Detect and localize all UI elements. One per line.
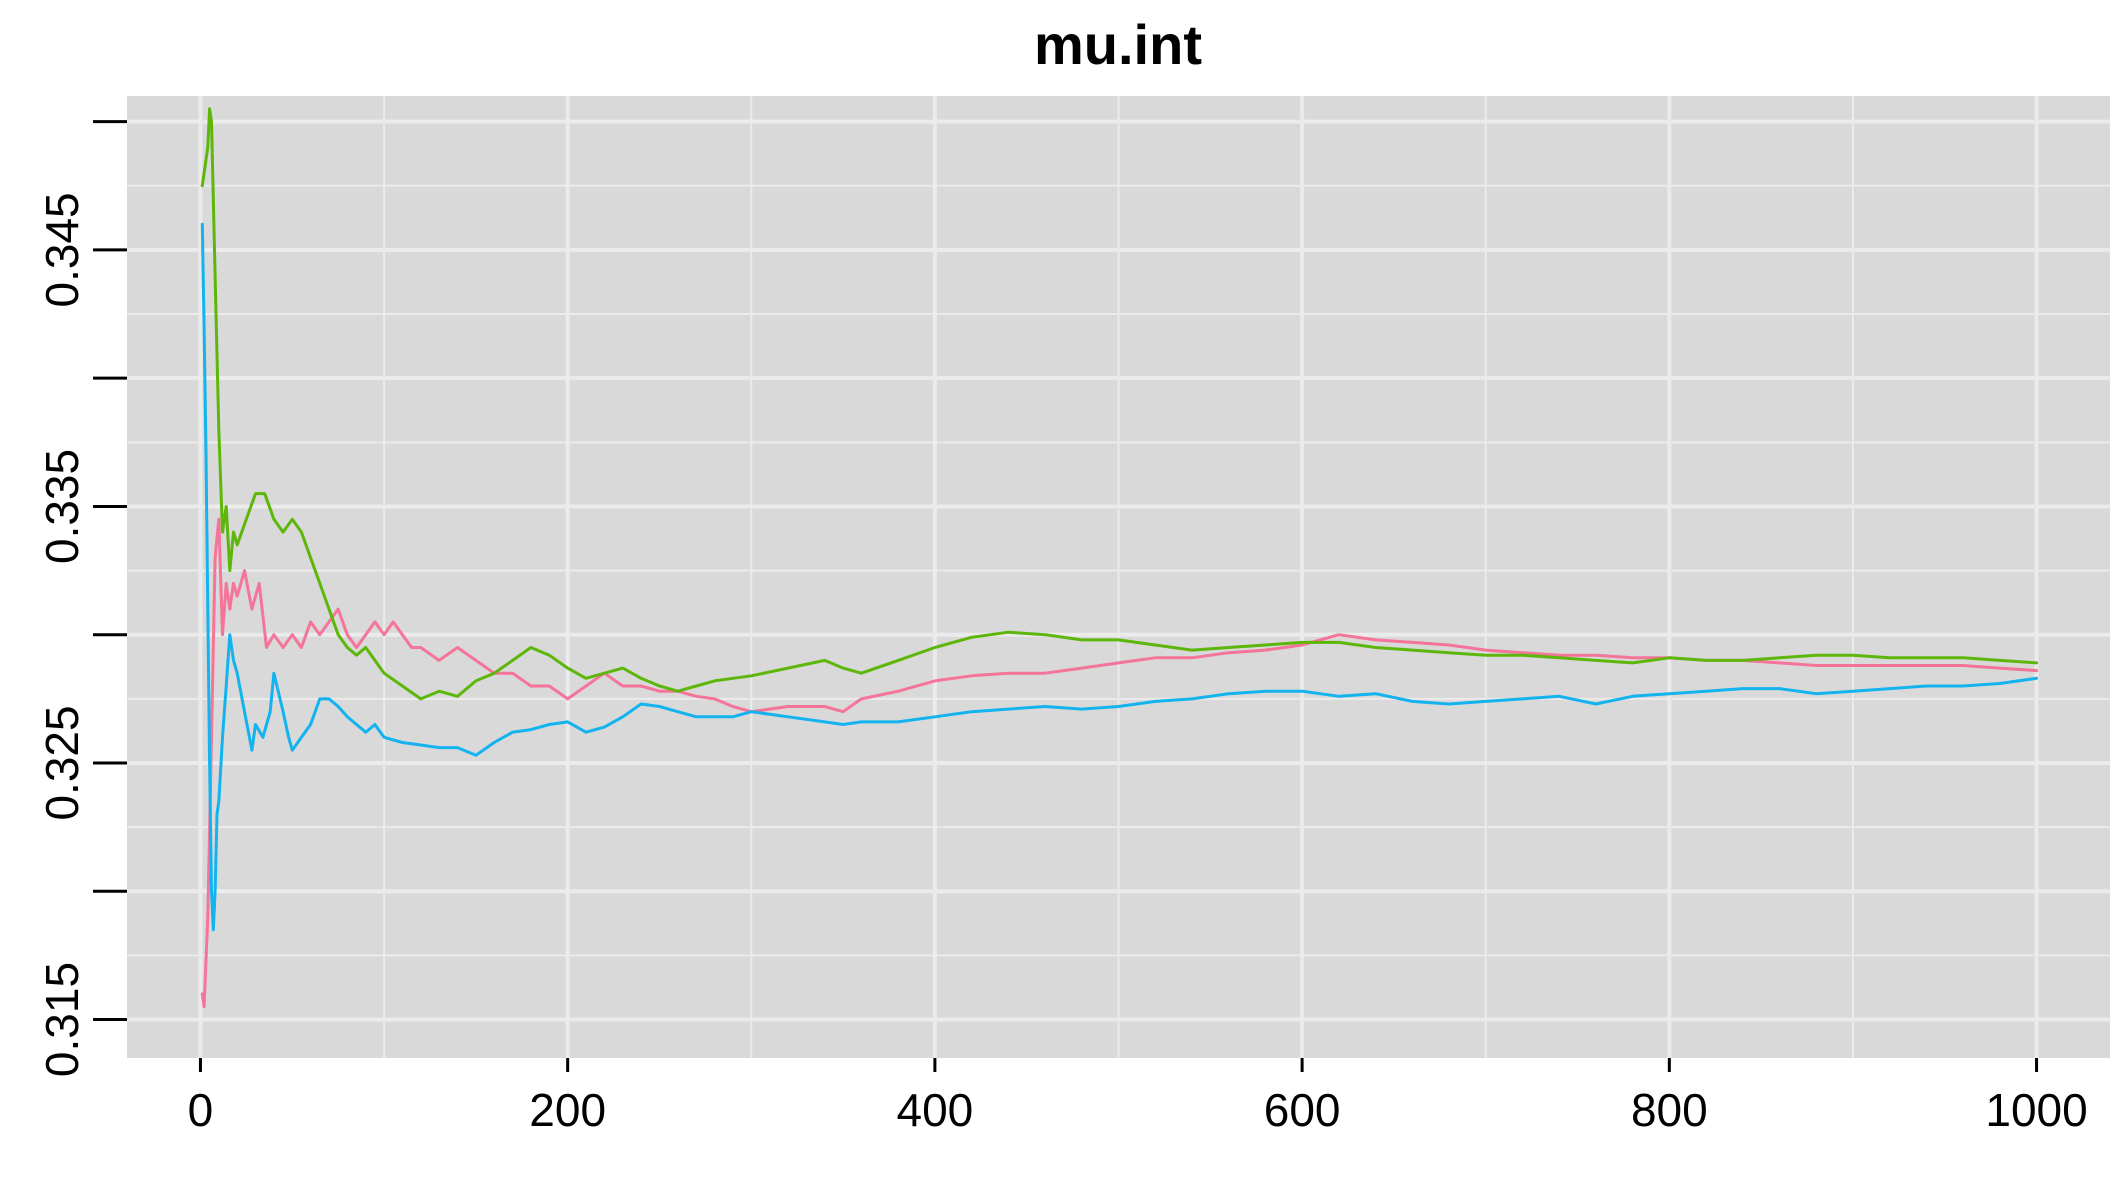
axes-layer: 0 200 400 600 800 1000 0.315 0.325 0.335 0.345	[36, 120, 2088, 1136]
series-line-1	[200, 517, 2039, 1009]
series-line-2	[200, 107, 2039, 701]
x-tick-label: 800	[1631, 1084, 1708, 1136]
grid-lines	[127, 96, 2110, 1058]
chart-title: mu.int	[1034, 13, 1202, 76]
x-tick-label: 400	[897, 1084, 974, 1136]
series-layer	[200, 107, 2039, 1009]
x-tick-label: 200	[529, 1084, 606, 1136]
x-tick-label: 600	[1264, 1084, 1341, 1136]
x-tick-label: 1000	[1985, 1084, 2087, 1136]
x-tick-label: 0	[188, 1084, 214, 1136]
y-tick-label: 0.335	[36, 449, 88, 564]
y-tick-label: 0.325	[36, 705, 88, 820]
series-line-3	[200, 222, 2039, 932]
y-tick-label: 0.345	[36, 192, 88, 307]
y-tick-label: 0.315	[36, 962, 88, 1077]
